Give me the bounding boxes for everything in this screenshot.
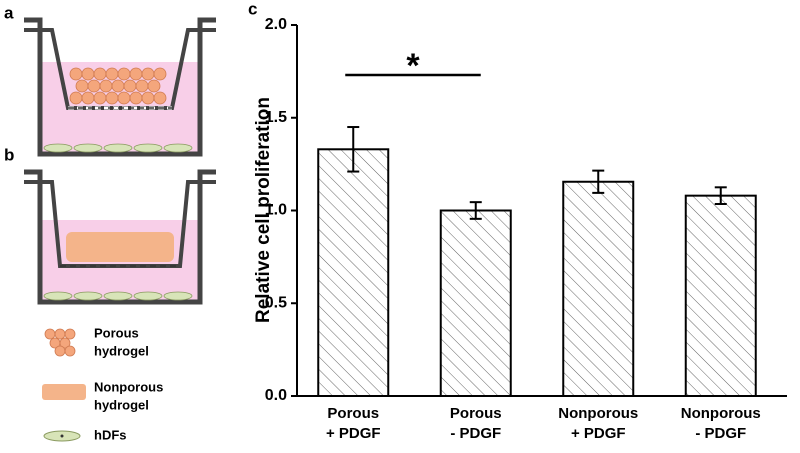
insert-porous (24, 17, 216, 157)
y-tick-label: 0.5 (265, 294, 287, 311)
x-tick-label: Porous (327, 405, 379, 422)
panel-label: a (4, 3, 14, 22)
y-tick-label: 2.0 (265, 16, 287, 33)
bar (684, 194, 757, 397)
bar (439, 209, 512, 397)
bar (317, 148, 390, 397)
x-tick-label: Porous (450, 405, 502, 422)
legend-label: Porous (94, 325, 139, 340)
y-tick-label: 1.5 (265, 109, 287, 126)
legend-label: Nonporous (94, 379, 163, 394)
panel-label: c (248, 0, 257, 18)
y-tick-label: 0.0 (265, 387, 287, 404)
legend-label: hDFs (94, 427, 127, 442)
insert-nonporous (24, 169, 216, 305)
significance-label: * (406, 47, 420, 85)
x-tick-label: + PDGF (326, 425, 381, 442)
bar (562, 180, 635, 397)
x-tick-label: + PDGF (571, 425, 626, 442)
legend: Porous hydrogel Nonporous hydrogel hDFs (42, 325, 163, 442)
y-tick-label: 1.0 (265, 202, 287, 219)
x-tick-label: Nonporous (558, 405, 638, 422)
y-axis-label: Relative cell proliferation (253, 97, 274, 323)
x-tick-label: - PDGF (695, 425, 746, 442)
legend-label: hydrogel (94, 343, 149, 358)
x-tick-label: Nonporous (681, 405, 761, 422)
panel-label: b (4, 145, 14, 164)
x-tick-label: - PDGF (450, 425, 501, 442)
legend-label: hydrogel (94, 397, 149, 412)
